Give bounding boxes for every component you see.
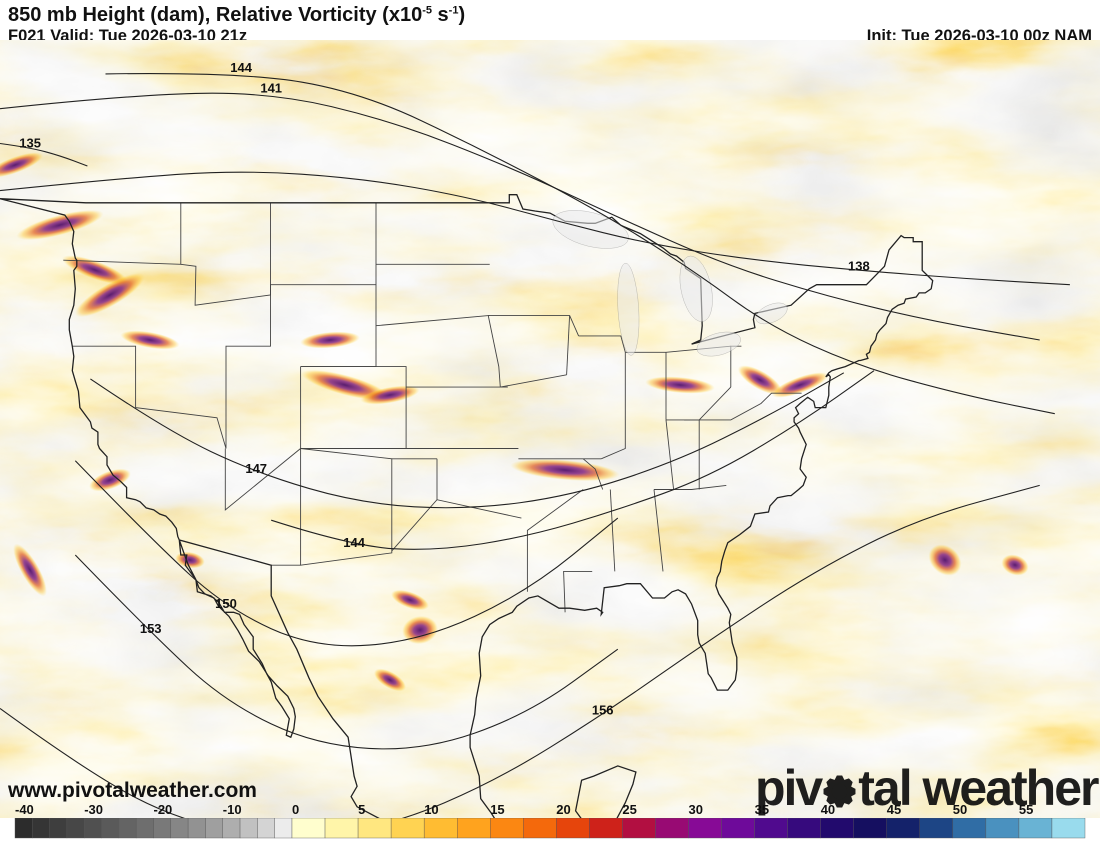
svg-text:30: 30: [689, 802, 703, 817]
svg-text:-40: -40: [15, 802, 34, 817]
svg-text:-30: -30: [84, 802, 103, 817]
svg-text:20: 20: [556, 802, 570, 817]
svg-text:144: 144: [230, 60, 252, 75]
svg-text:5: 5: [358, 802, 365, 817]
svg-text:135: 135: [19, 136, 41, 151]
svg-text:153: 153: [140, 621, 162, 636]
svg-text:10: 10: [424, 802, 438, 817]
svg-text:-20: -20: [154, 802, 173, 817]
svg-text:156: 156: [592, 703, 614, 718]
svg-text:15: 15: [490, 802, 504, 817]
svg-text:141: 141: [260, 80, 282, 95]
svg-text:147: 147: [245, 461, 267, 476]
svg-text:150: 150: [215, 596, 237, 611]
svg-text:144: 144: [343, 535, 365, 550]
svg-text:-10: -10: [223, 802, 242, 817]
svg-text:138: 138: [848, 258, 870, 273]
svg-text:0: 0: [292, 802, 299, 817]
svg-text:25: 25: [622, 802, 636, 817]
